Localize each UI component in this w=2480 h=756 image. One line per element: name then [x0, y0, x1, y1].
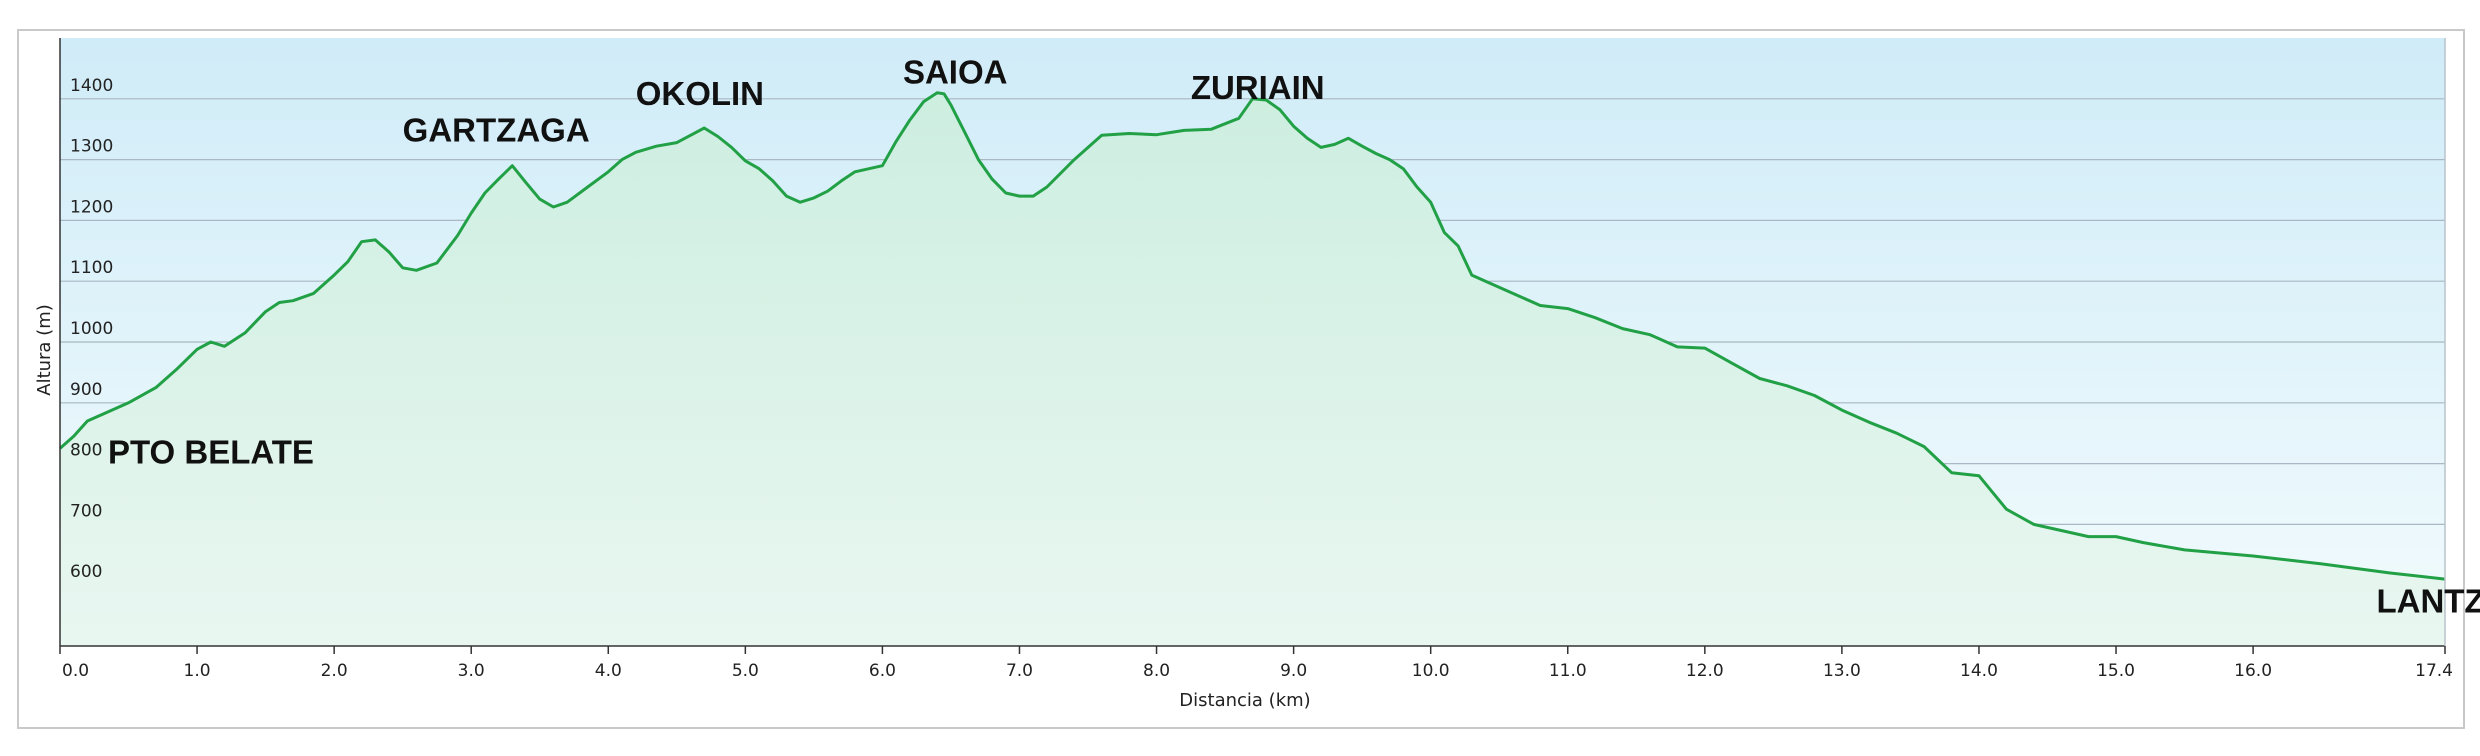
x-tick-label: 3.0 [458, 661, 485, 681]
peak-label: GARTZAGA [403, 111, 590, 148]
peak-label: OKOLIN [636, 75, 764, 112]
y-tick-label: 1000 [70, 319, 113, 339]
y-tick-label: 1300 [70, 137, 113, 157]
y-tick-label: 800 [70, 441, 102, 461]
x-tick-label: 9.0 [1280, 661, 1307, 681]
y-tick-label: 600 [70, 562, 102, 582]
x-tick-label: 12.0 [1686, 661, 1724, 681]
x-axis-title: Distancia (km) [1179, 690, 1310, 711]
x-tick-label: 16.0 [2234, 661, 2272, 681]
x-tick-label: 7.0 [1006, 661, 1033, 681]
y-tick-label: 1100 [70, 258, 113, 278]
y-tick-label: 900 [70, 380, 102, 400]
y-tick-labels: 600 700 800 900 1000 1100 1200 1300 1400 [70, 76, 113, 582]
peak-label: PTO BELATE [108, 434, 314, 471]
x-tick-label: 17.4 [2415, 661, 2453, 681]
y-axis-title: Altura (m) [34, 304, 55, 396]
y-tick-label: 700 [70, 501, 102, 521]
x-tick-label: 1.0 [184, 661, 211, 681]
x-tick-label: 13.0 [1823, 661, 1861, 681]
peak-label: ZURIAIN [1191, 69, 1325, 106]
peak-labels: PTO BELATE GARTZAGA OKOLIN SAIOA ZURIAIN LANT… [108, 54, 2480, 620]
elevation-line [59, 91, 2446, 581]
x-tick-label: 8.0 [1143, 661, 1170, 681]
x-tick-label: 4.0 [595, 661, 622, 681]
x-tick-labels: 0.0 1.0 2.0 3.0 4.0 5.0 6.0 7.0 8.0 9.0 10.0 11.0 12… [59, 646, 2453, 681]
x-tick-label: 10.0 [1412, 661, 1450, 681]
outer-frame [17, 29, 2465, 729]
x-tick-label: 14.0 [1960, 661, 1998, 681]
y-tick-label: 1200 [70, 197, 113, 217]
x-tick-label: 5.0 [732, 661, 759, 681]
y-tick-label: 1400 [70, 76, 113, 96]
elevation-area [60, 92, 2445, 646]
peak-label: SAIOA [903, 54, 1008, 91]
x-tick-label: 11.0 [1549, 661, 1587, 681]
x-tick-label: 6.0 [869, 661, 896, 681]
x-tick-label: 0.0 [62, 661, 89, 681]
peak-label: LANTZ [2376, 583, 2480, 620]
x-tick-label: 15.0 [2097, 661, 2135, 681]
x-tick-label: 2.0 [321, 661, 348, 681]
